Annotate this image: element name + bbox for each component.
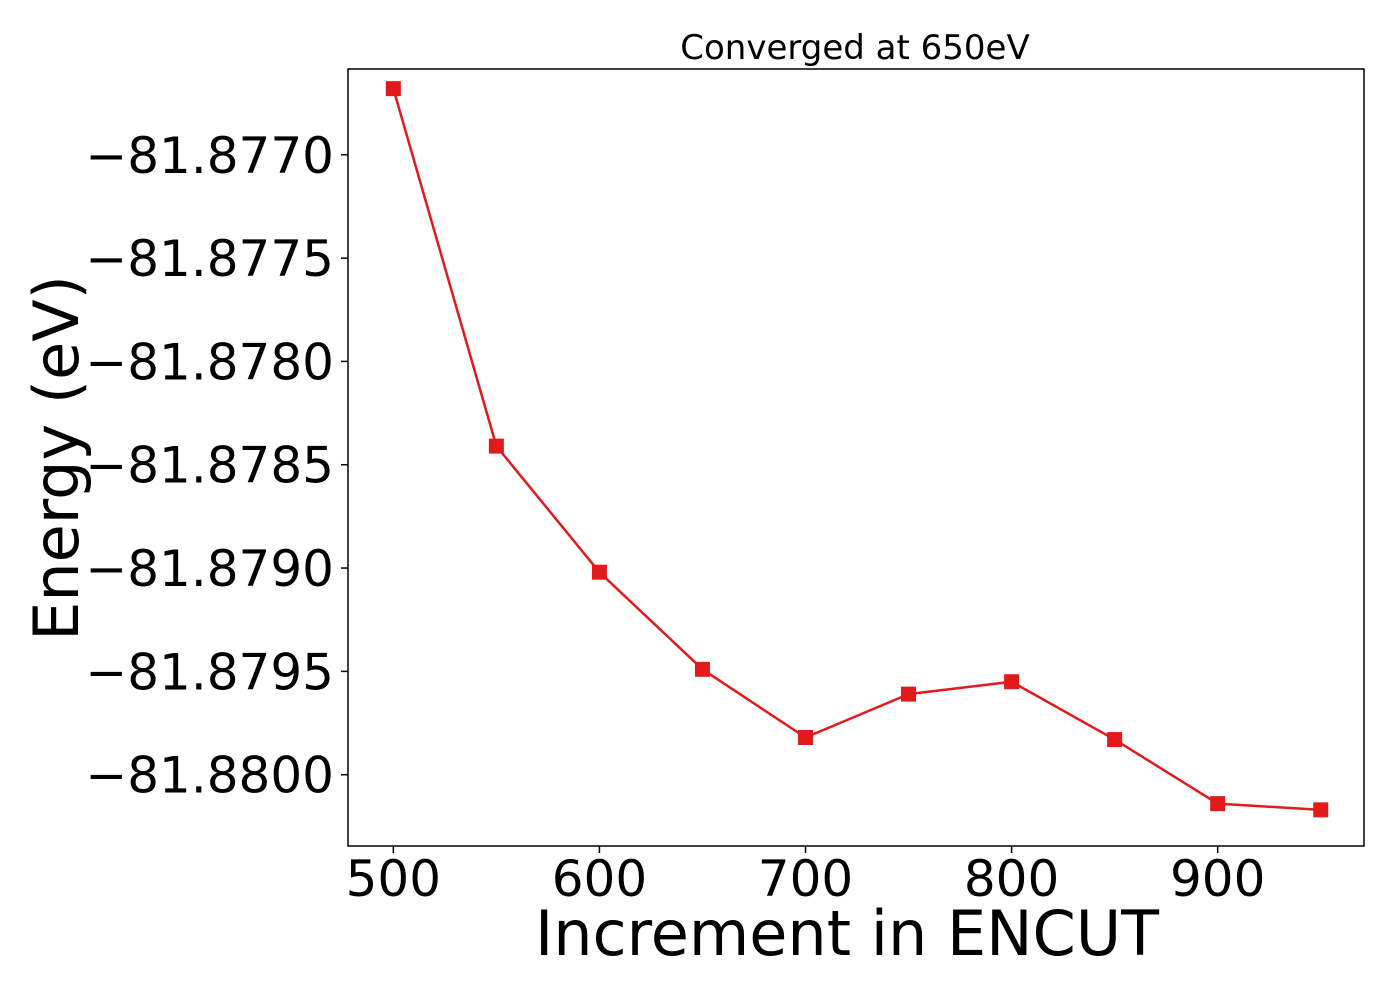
data-point-marker bbox=[488, 438, 504, 454]
x-tick-label: 500 bbox=[346, 850, 441, 908]
data-point-marker bbox=[1313, 802, 1329, 818]
data-point-marker bbox=[1210, 796, 1226, 812]
data-point-marker bbox=[1107, 732, 1123, 748]
plot-area-frame bbox=[347, 68, 1365, 847]
x-tick-label: 700 bbox=[758, 850, 853, 908]
series-layer bbox=[385, 81, 1329, 818]
data-point-marker bbox=[798, 730, 814, 746]
chart-title: Converged at 650eV bbox=[680, 28, 1029, 68]
data-point-marker bbox=[694, 661, 710, 677]
y-tick-label: −81.8775 bbox=[85, 230, 334, 288]
y-tick-label: −81.8790 bbox=[85, 540, 334, 598]
y-tick-label: −81.8785 bbox=[85, 437, 334, 495]
x-tick-label: 800 bbox=[964, 850, 1059, 908]
y-axis-ticks: −81.8770 −81.8775 −81.8780 −81.8785 −81.8790… bbox=[85, 127, 348, 805]
y-tick-label: −81.8770 bbox=[85, 127, 334, 185]
data-point-marker bbox=[1004, 674, 1020, 690]
series-line bbox=[392, 88, 1321, 812]
x-tick-label: 600 bbox=[552, 850, 647, 908]
data-point-marker bbox=[901, 686, 917, 702]
x-tick-label: 900 bbox=[1170, 850, 1265, 908]
y-tick-label: −81.8780 bbox=[85, 333, 334, 391]
y-axis-label: Energy (eV) bbox=[20, 275, 93, 641]
data-point-marker bbox=[591, 564, 607, 580]
y-tick-label: −81.8800 bbox=[85, 747, 334, 805]
x-axis-ticks: 500 600 700 800 900 bbox=[346, 846, 1265, 908]
data-point-marker bbox=[385, 81, 401, 97]
y-tick-label: −81.8795 bbox=[85, 643, 334, 701]
x-axis-label: Increment in ENCUT bbox=[535, 897, 1160, 970]
